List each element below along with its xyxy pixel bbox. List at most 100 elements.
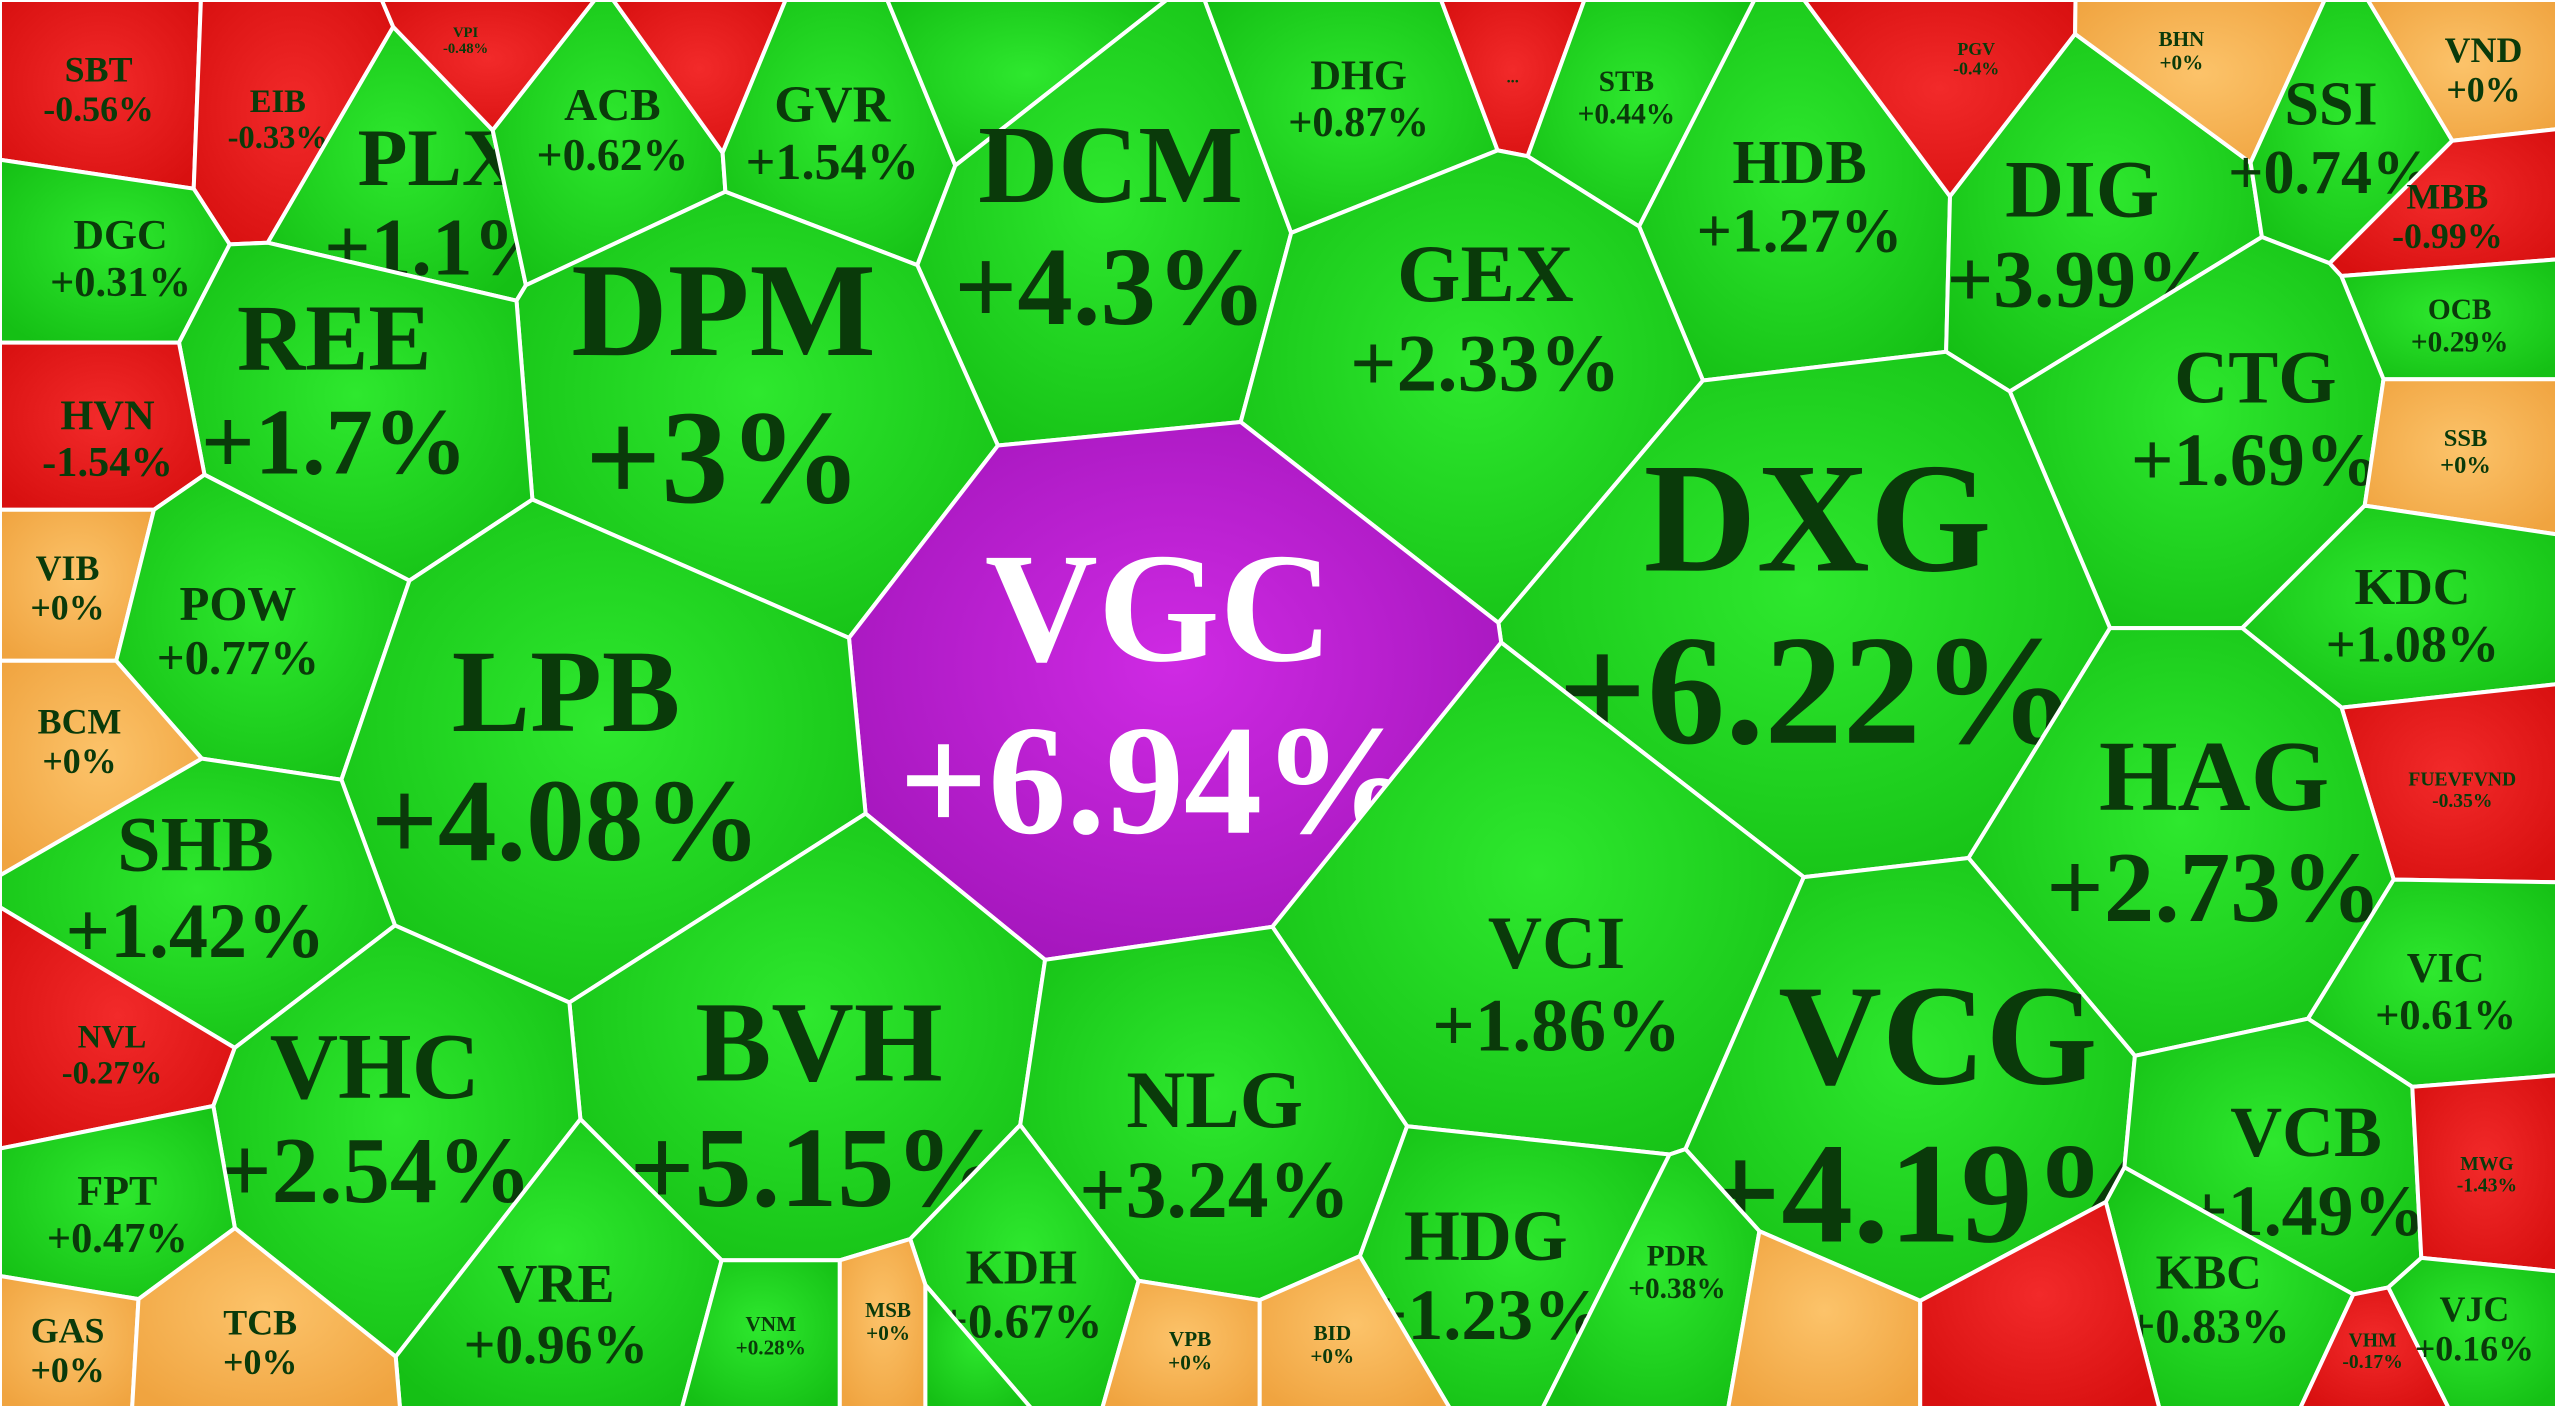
- change-label-tcb: +0%: [223, 1342, 297, 1382]
- cell-vcb[interactable]: VCB+1.49%: [2122, 1016, 2425, 1297]
- cell-dpm[interactable]: DPM+3%: [514, 189, 1000, 640]
- ticker-label-bid: BID: [1313, 1321, 1351, 1345]
- ticker-label-vjc: VJC: [2440, 1289, 2510, 1329]
- change-label-vhc: +2.54%: [218, 1119, 532, 1223]
- ticker-label-nlg: NLG: [1126, 1054, 1303, 1145]
- change-label-kdc: +1.08%: [2326, 616, 2499, 674]
- cell-bid[interactable]: BID+0%: [1257, 1254, 1452, 1408]
- cell-kdc[interactable]: KDC+1.08%: [2240, 503, 2557, 710]
- cell-dcm[interactable]: DCM+4.3%: [915, 0, 1294, 448]
- change-label-dgc: +0.31%: [50, 259, 191, 306]
- ticker-label-shb: SHB: [117, 801, 274, 888]
- cell-nlg[interactable]: NLG+3.24%: [1018, 924, 1410, 1303]
- cell-vgc[interactable]: VGC+6.94%: [847, 420, 1504, 962]
- ticker-label-fpt: FPT: [77, 1168, 157, 1215]
- ticker-label-vcg: VCG: [1778, 957, 2097, 1116]
- cell-unlabeled-54[interactable]: [923, 1282, 1033, 1408]
- cell-vjc[interactable]: VJC+0.16%: [2386, 1255, 2557, 1408]
- change-label-vib: +0%: [30, 587, 104, 627]
- ticker-label-pow: POW: [180, 576, 297, 631]
- ticker-label-pdr: PDR: [1647, 1241, 1708, 1273]
- change-label-dxg: +6.22%: [1558, 603, 2078, 777]
- cell-vib[interactable]: VIB+0%: [0, 507, 156, 663]
- cell-shape-vjc: [2386, 1255, 2557, 1408]
- cell-dgc[interactable]: DGC+0.31%: [0, 157, 232, 345]
- ticker-label-fuevfvnd: FUEVFVND: [2408, 770, 2516, 791]
- cell-gex[interactable]: GEX+2.33%: [1238, 148, 1705, 625]
- ticker-label-lpb: LPB: [452, 627, 681, 757]
- change-label-nlg: +3.24%: [1079, 1144, 1350, 1235]
- cell-shb[interactable]: SHB+1.42%: [0, 756, 397, 1050]
- ticker-label-vhc: VHC: [270, 1015, 480, 1119]
- cell-mwg[interactable]: MWG-1.43%: [2410, 1073, 2557, 1274]
- change-label-mwg: -1.43%: [2457, 1176, 2517, 1197]
- cell-tcb[interactable]: TCB+0%: [130, 1226, 402, 1408]
- ticker-label-ctg: CTG: [2174, 336, 2337, 419]
- cell-gvr[interactable]: GVR+1.54%: [720, 0, 958, 268]
- change-label-hag: +2.73%: [2046, 831, 2382, 943]
- cell-hvn[interactable]: HVN-1.54%: [0, 340, 207, 512]
- cell-stb[interactable]: STB+0.44%: [1525, 0, 1757, 229]
- change-label-vci: +1.86%: [1432, 985, 1681, 1068]
- cell-ocb[interactable]: OCB+0.29%: [2339, 257, 2557, 382]
- cell-mbb[interactable]: MBB-0.99%: [2327, 127, 2557, 278]
- ticker-label-ssb: SSB: [2444, 425, 2488, 452]
- cell-shape-vnd: [2365, 0, 2557, 143]
- change-label-vpb: +0%: [1168, 1350, 1212, 1374]
- cell-shape-unlabeled-54: [923, 1282, 1033, 1408]
- cell-hag[interactable]: HAG+2.73%: [1966, 626, 2396, 1058]
- cell-shape-tcb: [130, 1226, 402, 1408]
- cell-ssb[interactable]: SSB+0%: [2362, 377, 2557, 537]
- change-label-pow: +0.77%: [157, 630, 319, 685]
- ticker-label-eib: EIB: [250, 84, 306, 120]
- change-label-vnm: +0.28%: [736, 1335, 806, 1359]
- cell-vnd[interactable]: VND+0%: [2365, 0, 2557, 143]
- change-label-fuevfvnd: -0.35%: [2432, 791, 2492, 812]
- cell-bhn[interactable]: BHN+0%: [2073, 0, 2327, 165]
- cell-unlabeled-62[interactable]: [1918, 1199, 2162, 1408]
- cell-sbt[interactable]: SBT-0.56%: [0, 0, 203, 191]
- cell-ctg[interactable]: CTG+1.69%: [2007, 235, 2386, 631]
- ticker-label-ssi: SSI: [2285, 71, 2378, 139]
- cell-hdg[interactable]: HDG+1.23%: [1357, 1124, 1672, 1408]
- ticker-label-msb: MSB: [865, 1298, 911, 1322]
- cell-acb[interactable]: ACB+0.62%: [490, 0, 728, 288]
- ticker-label-dxg: DXG: [1644, 431, 1992, 605]
- change-label-kbc: +0.83%: [2127, 1298, 2289, 1353]
- cell-vic[interactable]: VIC+0.61%: [2306, 877, 2557, 1089]
- cell-ssi[interactable]: SSI+0.74%: [2228, 0, 2455, 266]
- cell-lpb[interactable]: LPB+4.08%: [339, 497, 868, 1005]
- cell-pow[interactable]: POW+0.77%: [114, 472, 412, 782]
- ticker-label-dcm: DCM: [978, 103, 1243, 226]
- cell-vpi[interactable]: VPI-0.48%: [379, 0, 597, 133]
- ticker-label-vgc: VGC: [985, 520, 1333, 694]
- cell-ree[interactable]: REE+1.7%: [177, 240, 535, 583]
- ticker-label-acb: ACB: [564, 79, 660, 130]
- ticker-label-gas: GAS: [31, 1310, 105, 1350]
- change-label-eib: -0.33%: [228, 120, 328, 156]
- change-label-fpt: +0.47%: [47, 1215, 188, 1262]
- change-label-stb: +0.44%: [1578, 99, 1676, 131]
- change-label-lpb: +4.08%: [371, 756, 761, 886]
- cell-vhc[interactable]: VHC+2.54%: [211, 923, 583, 1359]
- cell-dxg[interactable]: DXG+6.22%: [1496, 349, 2112, 880]
- ticker-label-nvl: NVL: [78, 1020, 147, 1056]
- change-label-vic: +0.61%: [2375, 992, 2516, 1039]
- cell-vnm[interactable]: VNM+0.28%: [679, 1258, 842, 1408]
- change-label-vnd: +0%: [2446, 70, 2520, 110]
- ticker-label-kbc: KBC: [2156, 1245, 2262, 1300]
- cell-gas[interactable]: GAS+0%: [0, 1274, 141, 1408]
- ticker-label-tcb: TCB: [223, 1303, 297, 1343]
- ticker-label-vnd: VND: [2445, 30, 2523, 70]
- change-label-dcm: +4.3%: [954, 225, 1267, 348]
- ticker-label-vci: VCI: [1488, 902, 1626, 985]
- ticker-label-hvn: HVN: [60, 393, 155, 440]
- change-label-shb: +1.42%: [66, 887, 326, 974]
- cell-hdb[interactable]: HDB+1.27%: [1637, 0, 1952, 383]
- cell-vpb[interactable]: VPB+0%: [1100, 1278, 1262, 1408]
- cell-msb[interactable]: MSB+0%: [837, 1237, 928, 1408]
- ticker-label-bcm: BCM: [38, 702, 122, 742]
- ticker-label-hag: HAG: [2099, 720, 2330, 832]
- cell-bcm[interactable]: BCM+0%: [0, 658, 204, 878]
- change-label-gvr: +1.54%: [746, 133, 919, 191]
